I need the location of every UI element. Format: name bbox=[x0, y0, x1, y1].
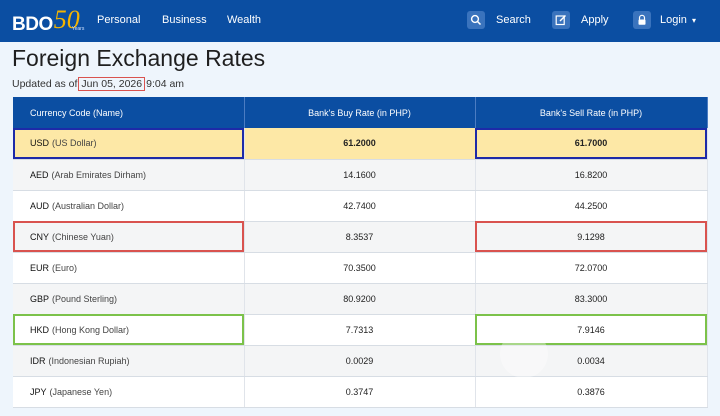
login-label: Login bbox=[660, 14, 687, 26]
buy-rate: 0.3747 bbox=[244, 376, 476, 408]
sell-rate: 7.9146 bbox=[475, 314, 708, 346]
buy-rate: 7.7313 bbox=[244, 314, 476, 346]
updated-time: 9:04 am bbox=[146, 78, 185, 90]
currency-name: (Pound Sterling) bbox=[52, 293, 118, 304]
buy-rate: 14.1600 bbox=[244, 159, 476, 191]
nav-link-wealth[interactable]: Wealth bbox=[227, 14, 262, 26]
buy-rate: 80.9200 bbox=[244, 283, 476, 315]
anniversary-years: Years bbox=[71, 26, 85, 32]
table-row: HKD (Hong Kong Dollar) 7.7313 7.9146 bbox=[13, 314, 708, 346]
currency-code: GBP bbox=[30, 293, 50, 304]
table-row: IDR (Indonesian Rupiah) 0.0029 0.0034 bbox=[13, 345, 708, 377]
sell-rate: 83.3000 bbox=[475, 283, 708, 315]
buy-rate: 70.3500 bbox=[244, 252, 476, 284]
lock-icon[interactable] bbox=[633, 11, 651, 29]
currency-code: JPY bbox=[30, 386, 47, 397]
chevron-down-icon: ▾ bbox=[691, 16, 696, 25]
search-button[interactable]: Search bbox=[496, 14, 531, 26]
currency-name: (Chinese Yuan) bbox=[52, 231, 114, 242]
currency-cell: AUD (Australian Dollar) bbox=[13, 190, 245, 222]
logo-text: BDO bbox=[12, 14, 53, 35]
header-buy-rate: Bank's Buy Rate (in PHP) bbox=[244, 97, 476, 128]
apply-button[interactable]: Apply bbox=[581, 14, 609, 26]
currency-name: (Euro) bbox=[52, 262, 78, 273]
search-icon[interactable] bbox=[467, 11, 485, 29]
sell-rate: 0.0034 bbox=[475, 345, 708, 377]
table-row: JPY (Japanese Yen) 0.3747 0.3876 bbox=[13, 376, 708, 408]
updated-timestamp: Updated as of Jun 05, 2026 9:04 am bbox=[12, 77, 184, 91]
top-navigation-bar: BDO 50 Years Personal Business Wealth Se… bbox=[0, 0, 720, 42]
currency-cell: GBP (Pound Sterling) bbox=[13, 283, 245, 315]
sell-rate: 72.0700 bbox=[475, 252, 708, 284]
anniversary-number: 50 bbox=[53, 5, 80, 34]
anniversary-badge: 50 Years bbox=[53, 5, 85, 36]
sell-rate: 0.3876 bbox=[475, 376, 708, 408]
currency-code: CNY bbox=[30, 231, 50, 242]
buy-rate: 61.2000 bbox=[244, 128, 476, 160]
currency-name: (Hong Kong Dollar) bbox=[52, 324, 130, 335]
sell-rate: 9.1298 bbox=[475, 221, 708, 253]
sell-rate: 44.2500 bbox=[475, 190, 708, 222]
currency-code: IDR bbox=[30, 355, 46, 366]
buy-rate: 8.3537 bbox=[244, 221, 476, 253]
bdo-logo[interactable]: BDO 50 Years bbox=[12, 5, 85, 36]
page-title: Foreign Exchange Rates bbox=[12, 45, 266, 71]
sell-rate: 16.8200 bbox=[475, 159, 708, 191]
table-row: CNY (Chinese Yuan) 8.3537 9.1298 bbox=[13, 221, 708, 253]
currency-name: (Indonesian Rupiah) bbox=[48, 355, 130, 366]
currency-name: (Australian Dollar) bbox=[52, 200, 125, 211]
currency-cell: USD (US Dollar) bbox=[13, 128, 245, 160]
login-button[interactable]: Login ▾ bbox=[660, 14, 696, 26]
table-row: GBP (Pound Sterling) 80.9200 83.3000 bbox=[13, 283, 708, 315]
currency-cell: CNY (Chinese Yuan) bbox=[13, 221, 245, 253]
currency-cell: JPY (Japanese Yen) bbox=[13, 376, 245, 408]
currency-name: (Japanese Yen) bbox=[49, 386, 113, 397]
currency-code: AED bbox=[30, 169, 49, 180]
updated-prefix: Updated as of bbox=[12, 78, 78, 90]
currency-code: AUD bbox=[30, 200, 50, 211]
currency-name: (Arab Emirates Dirham) bbox=[51, 169, 147, 180]
currency-cell: HKD (Hong Kong Dollar) bbox=[13, 314, 245, 346]
table-row: USD (US Dollar) 61.2000 61.7000 bbox=[13, 128, 708, 160]
nav-link-business[interactable]: Business bbox=[162, 14, 207, 26]
currency-code: USD bbox=[30, 138, 50, 149]
buy-rate: 0.0029 bbox=[244, 345, 476, 377]
table-header-row: Currency Code (Name) Bank's Buy Rate (in… bbox=[13, 97, 708, 128]
buy-rate: 42.7400 bbox=[244, 190, 476, 222]
header-currency-code: Currency Code (Name) bbox=[13, 97, 245, 128]
table-row: EUR (Euro) 70.3500 72.0700 bbox=[13, 252, 708, 284]
sell-rate: 61.7000 bbox=[475, 128, 708, 160]
nav-link-personal[interactable]: Personal bbox=[97, 14, 141, 26]
currency-cell: AED (Arab Emirates Dirham) bbox=[13, 159, 245, 191]
currency-cell: EUR (Euro) bbox=[13, 252, 245, 284]
header-sell-rate: Bank's Sell Rate (in PHP) bbox=[475, 97, 708, 128]
edit-icon[interactable] bbox=[552, 11, 570, 29]
table-row: AUD (Australian Dollar) 42.7400 44.2500 bbox=[13, 190, 708, 222]
currency-code: EUR bbox=[30, 262, 50, 273]
currency-cell: IDR (Indonesian Rupiah) bbox=[13, 345, 245, 377]
table-row: AED (Arab Emirates Dirham) 14.1600 16.820… bbox=[13, 159, 708, 191]
currency-name: (US Dollar) bbox=[52, 138, 97, 149]
updated-date: Jun 05, 2026 bbox=[78, 77, 146, 91]
currency-code: HKD bbox=[30, 324, 50, 335]
exchange-rates-table: Currency Code (Name) Bank's Buy Rate (in… bbox=[13, 97, 708, 408]
